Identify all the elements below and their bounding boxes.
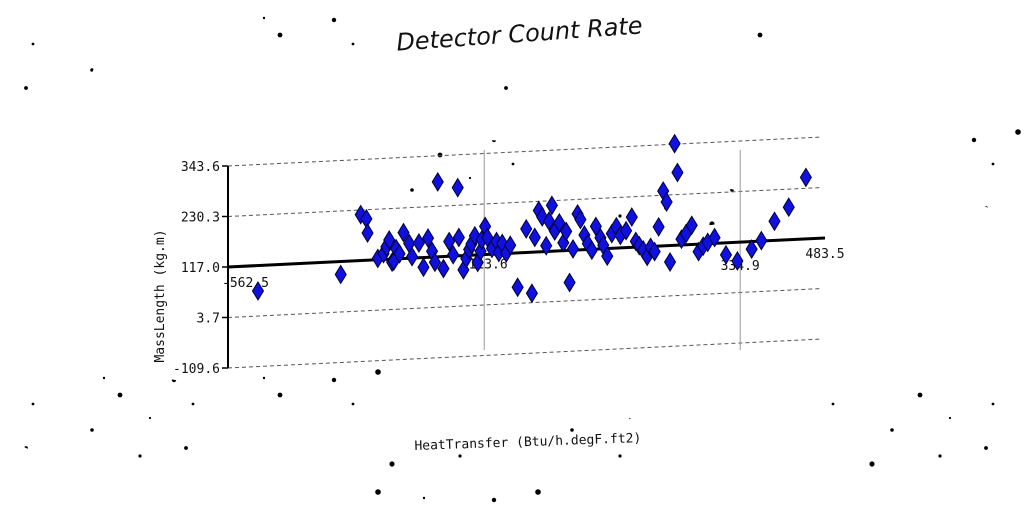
y-grid-line: [227, 187, 823, 217]
data-point: [663, 252, 677, 272]
data-point: [574, 209, 587, 230]
y-tick-label: 117.0: [181, 261, 220, 276]
y-grid-line: [227, 288, 823, 318]
x-tick-label: 334.9: [721, 259, 760, 274]
data-point: [251, 280, 265, 301]
data-point: [431, 171, 444, 192]
data-point: [528, 227, 541, 248]
data-point: [511, 277, 524, 298]
data-point: [545, 195, 558, 216]
data-point: [685, 215, 698, 236]
data-point: [719, 244, 733, 265]
data-point: [601, 246, 614, 267]
data-point: [468, 225, 481, 246]
data-point: [585, 240, 598, 261]
y-tick-label: 230.3: [181, 211, 220, 226]
data-point: [397, 222, 410, 243]
data-point: [553, 212, 566, 233]
data-point: [566, 238, 580, 259]
data-point: [437, 258, 450, 279]
y-grid-line: [227, 338, 823, 369]
data-point: [668, 133, 681, 154]
data-point: [745, 239, 758, 260]
data-point: [671, 162, 684, 183]
data-point: [652, 216, 665, 237]
y-tick-label: 3.7: [197, 312, 220, 327]
y-tick-label: -109.6: [173, 362, 220, 377]
data-point: [443, 231, 456, 252]
data-point: [708, 227, 721, 248]
data-point: [625, 207, 638, 228]
x-axis-line: [227, 236, 826, 269]
x-tick-label: 483.5: [805, 247, 844, 262]
data-point: [755, 230, 768, 251]
data-point: [447, 244, 460, 265]
data-point: [417, 257, 430, 278]
data-points: [251, 133, 812, 304]
y-grid-line: [227, 136, 823, 167]
data-point: [799, 167, 812, 188]
data-point: [474, 241, 487, 262]
data-point: [660, 192, 673, 212]
chart-title: Detector Count Rate: [395, 11, 643, 56]
axes: [222, 165, 826, 369]
background-noise: [0, 13, 1024, 510]
data-point: [421, 228, 435, 249]
data-point: [542, 211, 556, 232]
data-point: [504, 235, 517, 256]
data-point: [412, 233, 425, 253]
data-point: [620, 220, 633, 241]
data-point: [383, 230, 396, 250]
data-point: [361, 223, 374, 243]
data-point: [731, 251, 744, 271]
y-axis-label: MassLength (kg.m): [153, 229, 168, 362]
data-point: [768, 211, 781, 232]
y-tick-label: 343.6: [181, 160, 220, 175]
data-point: [451, 177, 464, 198]
data-point: [334, 264, 347, 285]
data-point: [525, 283, 539, 304]
data-point: [393, 243, 406, 264]
data-point: [540, 235, 553, 256]
data-point: [563, 272, 576, 293]
data-point: [560, 221, 573, 242]
data-point: [452, 227, 465, 248]
data-point: [648, 241, 661, 262]
data-point: [520, 218, 533, 239]
data-point: [405, 246, 419, 267]
data-point: [428, 252, 441, 273]
data-point: [782, 197, 795, 218]
